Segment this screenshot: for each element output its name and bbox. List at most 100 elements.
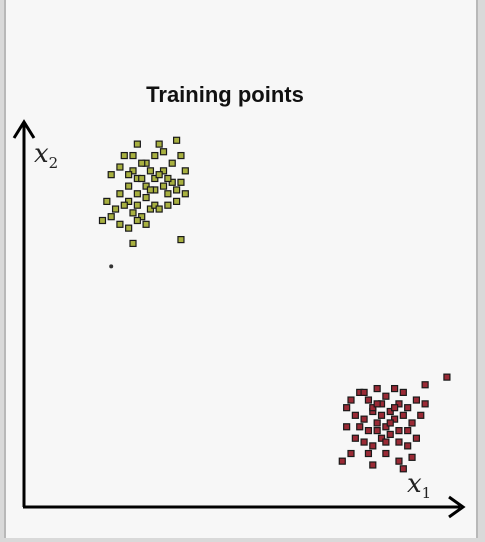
data-point — [109, 264, 114, 269]
data-point — [360, 388, 368, 396]
chart-title: Training points — [146, 82, 304, 107]
data-point — [399, 465, 407, 473]
data-point — [377, 411, 386, 419]
data-point — [181, 167, 189, 175]
data-point — [173, 197, 181, 205]
data-point — [129, 167, 137, 175]
data-point — [364, 396, 373, 404]
data-point — [155, 205, 163, 213]
data-point — [443, 373, 451, 381]
data-point — [151, 174, 159, 183]
data-point — [373, 419, 381, 427]
data-point — [164, 174, 172, 183]
data-point — [142, 193, 150, 202]
data-point — [164, 190, 172, 198]
data-point — [181, 190, 189, 198]
data-point — [159, 167, 168, 175]
data-point — [133, 201, 141, 209]
data-point — [125, 171, 133, 179]
data-point — [129, 209, 137, 217]
data-point — [133, 216, 141, 225]
y-axis-label: x2 — [34, 139, 58, 172]
data-point — [382, 449, 390, 458]
data-point — [373, 384, 381, 393]
data-point — [107, 171, 115, 179]
data-point — [133, 140, 141, 148]
data-point — [177, 236, 185, 244]
data-point — [360, 415, 368, 423]
data-point — [129, 239, 137, 248]
data-point — [373, 427, 381, 435]
data-point — [382, 392, 390, 400]
chart-frame — [4, 0, 478, 538]
data-point — [168, 159, 176, 167]
data-point — [138, 159, 146, 167]
data-point — [421, 381, 429, 389]
data-point — [343, 423, 351, 431]
data-point — [159, 148, 168, 156]
data-point — [408, 453, 416, 461]
data-point — [177, 178, 185, 186]
data-point — [395, 438, 403, 446]
data-point — [151, 151, 159, 160]
data-point — [146, 186, 155, 194]
data-point — [386, 419, 394, 427]
data-point — [391, 404, 399, 412]
data-point — [164, 201, 172, 209]
data-point — [399, 411, 407, 419]
data-point — [151, 201, 159, 209]
data-point — [360, 438, 368, 446]
data-point — [404, 427, 412, 435]
data-point — [369, 404, 377, 412]
data-point — [338, 457, 346, 465]
data-point — [107, 213, 115, 221]
data-point — [177, 151, 185, 160]
data-point — [142, 220, 150, 228]
data-point — [138, 213, 146, 221]
data-point — [173, 136, 181, 144]
data-point — [351, 434, 359, 442]
data-point — [146, 205, 155, 213]
data-point — [386, 430, 394, 439]
data-point — [347, 396, 355, 404]
data-point — [364, 427, 373, 435]
data-point — [133, 190, 141, 198]
x-axis-label: x1 — [407, 469, 431, 502]
data-point — [173, 186, 181, 194]
y-axis-arrowhead — [12, 119, 36, 139]
data-point — [395, 427, 403, 435]
data-point — [382, 438, 390, 446]
data-point — [369, 461, 377, 469]
data-point — [421, 400, 429, 408]
data-point — [417, 411, 425, 419]
data-point — [369, 442, 377, 450]
data-point — [404, 404, 412, 412]
data-point — [116, 220, 124, 228]
data-point — [155, 171, 163, 179]
data-point — [168, 178, 176, 186]
data-point — [395, 400, 403, 408]
data-point — [103, 197, 111, 205]
data-point — [399, 388, 407, 396]
data-point — [408, 419, 416, 427]
data-point — [125, 182, 133, 190]
data-point — [155, 140, 163, 148]
data-point — [404, 442, 412, 450]
data-point — [116, 163, 124, 171]
data-point — [98, 216, 107, 225]
data-point — [351, 411, 359, 419]
data-point — [391, 415, 399, 423]
data-point — [146, 167, 155, 175]
data-point — [343, 404, 351, 412]
data-point — [125, 224, 133, 232]
x-axis-arrowhead — [448, 495, 466, 519]
data-point — [373, 400, 381, 408]
data-point — [116, 190, 124, 198]
data-point — [391, 384, 399, 393]
data-point — [386, 407, 394, 416]
data-point — [395, 457, 403, 465]
data-point — [120, 151, 128, 160]
data-point — [125, 197, 133, 205]
data-point — [356, 423, 364, 431]
data-point — [347, 449, 355, 458]
